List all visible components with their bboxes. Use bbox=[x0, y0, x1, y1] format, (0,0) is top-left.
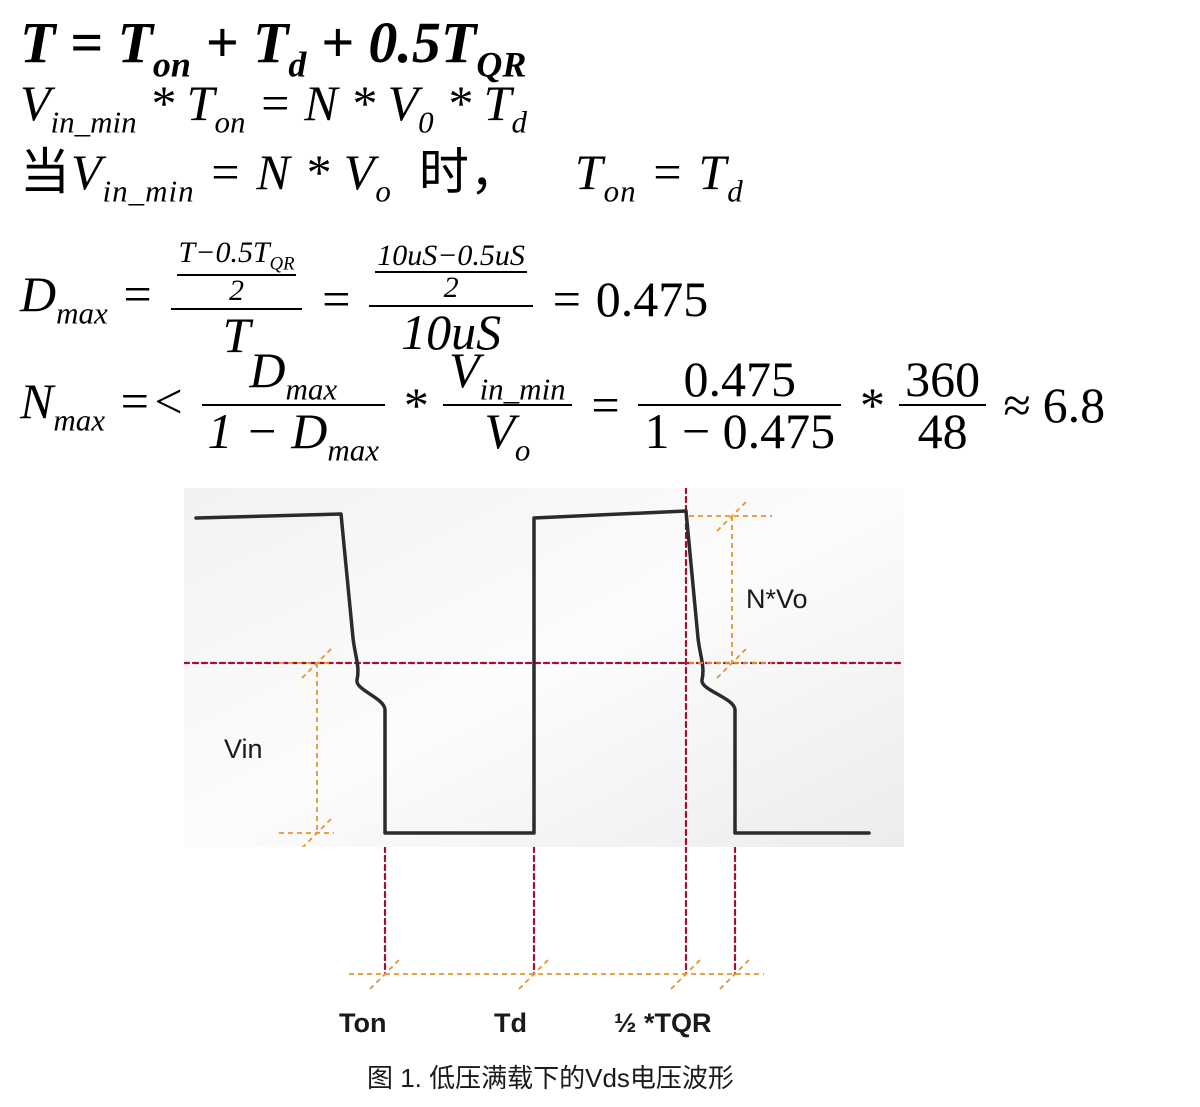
svg-text:Ton: Ton bbox=[339, 1008, 386, 1038]
svg-text:N*Vo: N*Vo bbox=[746, 584, 808, 614]
svg-text:½ *TQR: ½ *TQR bbox=[614, 1008, 712, 1038]
svg-text:图 1. 低压满载下的Vds电压波形: 图 1. 低压满载下的Vds电压波形 bbox=[367, 1063, 734, 1093]
svg-text:Td: Td bbox=[494, 1008, 527, 1038]
svg-text:Vin: Vin bbox=[224, 734, 263, 764]
